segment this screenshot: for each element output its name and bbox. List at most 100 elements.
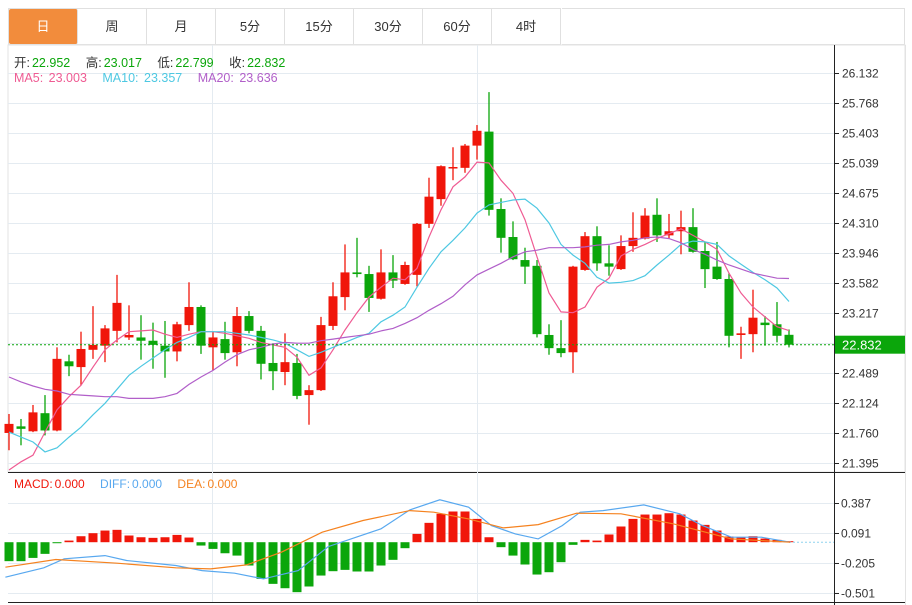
diff-line: [5, 499, 791, 580]
main-panel-frame: [7, 44, 906, 473]
tab-0[interactable]: 日: [9, 9, 78, 44]
candle: [736, 326, 746, 359]
tab-4[interactable]: 15分: [285, 9, 354, 44]
candle-body: [652, 214, 662, 236]
high-value: 23.017: [103, 56, 142, 70]
candle-body: [604, 263, 614, 267]
macd-bar: [508, 542, 518, 556]
macd-bar: [268, 542, 278, 584]
macd-bar: [664, 513, 674, 543]
open-value: 22.952: [31, 56, 71, 70]
candle: [184, 282, 194, 331]
tab-2[interactable]: 月: [147, 9, 216, 44]
candle: [544, 324, 554, 355]
candle: [412, 223, 422, 287]
price-tick-label: 21.760: [842, 427, 879, 441]
macd-bar: [556, 542, 566, 563]
candle: [748, 289, 758, 353]
macd-bar: [316, 542, 326, 576]
candle-body: [592, 236, 602, 264]
macd-bar: [628, 518, 638, 543]
candle-body: [52, 358, 62, 431]
candle: [328, 282, 338, 331]
macd-tick-label: 0.387: [841, 496, 871, 510]
diff-label: DIFF:: [100, 477, 131, 491]
macd-bar: [280, 542, 290, 589]
price-tick-label: 26.132: [842, 67, 879, 81]
macd-bar: [472, 518, 482, 543]
macd-bar: [244, 542, 254, 566]
macd-bar: [184, 537, 194, 543]
candle-body: [400, 264, 410, 284]
candle-body: [532, 265, 542, 335]
tab-6[interactable]: 60分: [423, 9, 492, 44]
candle: [304, 385, 314, 425]
candle-body: [376, 272, 386, 299]
ma20-line: [8, 236, 790, 399]
macd-bar: [88, 533, 98, 543]
candle: [436, 165, 446, 206]
macd-legend: MACD: 0.000 DIFF: 0.000 DEA: 0.000: [14, 477, 239, 491]
candle: [652, 198, 662, 242]
candle: [520, 247, 530, 284]
macd-bar: [328, 542, 338, 572]
macd-bar: [76, 536, 86, 543]
candle-body: [544, 334, 554, 349]
candle-body: [748, 317, 758, 335]
candle-body: [16, 426, 26, 429]
macd-bar: [364, 542, 374, 572]
macd-bar: [208, 542, 218, 549]
tab-3[interactable]: 5分: [216, 9, 285, 44]
candle-body: [448, 167, 458, 169]
candle: [100, 325, 110, 363]
macd-bar: [256, 542, 266, 579]
tab-7[interactable]: 4时: [492, 9, 561, 44]
candle-body: [496, 209, 506, 238]
candle: [604, 245, 614, 276]
candle: [712, 241, 722, 280]
candle: [556, 320, 566, 358]
candle-body: [616, 246, 626, 270]
tab-5[interactable]: 30分: [354, 9, 423, 44]
close-value: 22.832: [247, 56, 286, 70]
candle: [628, 212, 638, 252]
candle-body: [292, 362, 302, 396]
candle-body: [184, 306, 194, 326]
macd-bar: [232, 542, 242, 556]
candle: [424, 177, 434, 228]
macd-bar: [28, 542, 38, 558]
candle: [688, 208, 698, 253]
candle-body: [40, 413, 50, 431]
candle: [568, 265, 578, 373]
macd-bar: [496, 542, 506, 548]
candle: [376, 249, 386, 300]
macd-bar: [676, 514, 686, 543]
macd-bar: [592, 540, 602, 543]
candle-body: [688, 227, 698, 252]
price-tick-label: 23.217: [842, 307, 879, 321]
macd-bar: [712, 530, 722, 543]
macd-bar: [304, 542, 314, 587]
candle: [364, 265, 374, 312]
tab-1[interactable]: 周: [78, 9, 147, 44]
ma-legend: MA5: 23.003 MA10: 23.357 MA20: 23.636: [14, 71, 280, 85]
candle-body: [508, 237, 518, 260]
macd-bar: [424, 522, 434, 543]
candle-body: [268, 362, 278, 372]
candle: [52, 347, 62, 432]
candle-body: [4, 423, 14, 433]
candle-body: [460, 145, 470, 168]
candle: [760, 316, 770, 346]
macd-bar: [112, 529, 122, 543]
price-tick-label: 24.675: [842, 187, 879, 201]
candle: [40, 395, 50, 436]
macd-bar: [100, 530, 110, 543]
candle-body: [700, 250, 710, 270]
candle-body: [412, 223, 422, 275]
ma10-label: MA10:: [102, 71, 139, 85]
candle-body: [100, 328, 110, 346]
candle: [640, 208, 650, 240]
candle: [244, 311, 254, 334]
candle: [232, 306, 242, 367]
